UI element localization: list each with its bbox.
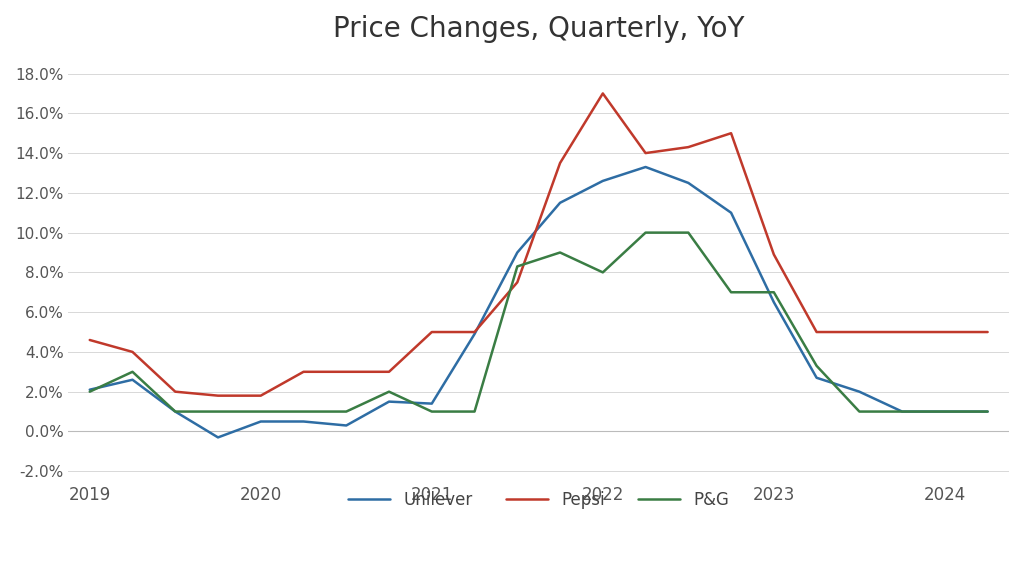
Unilever [255, 418, 267, 425]
Unilever [468, 331, 480, 338]
Pepsi [255, 392, 267, 399]
Unilever [212, 434, 224, 441]
Pepsi [981, 328, 993, 335]
Pepsi [725, 129, 737, 136]
Pepsi [84, 336, 96, 343]
P&G [939, 408, 951, 415]
Pepsi [554, 160, 566, 166]
Unilever [939, 408, 951, 415]
P&G [426, 408, 438, 415]
Pepsi [682, 144, 694, 151]
Pepsi [383, 368, 395, 375]
Unilever [853, 388, 865, 395]
Pepsi [939, 328, 951, 335]
Legend: Unilever, Pepsi, P&G: Unilever, Pepsi, P&G [342, 484, 735, 516]
Pepsi [426, 328, 438, 335]
Unilever [981, 408, 993, 415]
Pepsi [297, 368, 309, 375]
Pepsi [340, 368, 352, 375]
Line: Unilever: Unilever [90, 167, 987, 438]
P&G [554, 249, 566, 256]
P&G [169, 408, 181, 415]
Pepsi [169, 388, 181, 395]
Line: Pepsi: Pepsi [90, 94, 987, 396]
Unilever [597, 177, 609, 184]
Unilever [682, 179, 694, 186]
Unilever [725, 209, 737, 216]
Pepsi [212, 392, 224, 399]
P&G [853, 408, 865, 415]
Pepsi [853, 328, 865, 335]
Unilever [297, 418, 309, 425]
Unilever [768, 299, 780, 306]
P&G [340, 408, 352, 415]
P&G [212, 408, 224, 415]
Pepsi [597, 90, 609, 97]
Unilever [639, 164, 651, 171]
Unilever [126, 376, 138, 383]
Unilever [340, 422, 352, 429]
P&G [383, 388, 395, 395]
P&G [84, 388, 96, 395]
Pepsi [768, 251, 780, 258]
P&G [511, 263, 523, 270]
Line: P&G: P&G [90, 232, 987, 412]
Unilever [383, 398, 395, 405]
Pepsi [639, 150, 651, 157]
Unilever [896, 408, 908, 415]
Unilever [84, 386, 96, 393]
P&G [768, 289, 780, 296]
Unilever [426, 400, 438, 407]
Unilever [511, 249, 523, 256]
P&G [639, 229, 651, 236]
Pepsi [126, 349, 138, 355]
Unilever [169, 408, 181, 415]
P&G [725, 289, 737, 296]
P&G [981, 408, 993, 415]
Pepsi [896, 328, 908, 335]
P&G [297, 408, 309, 415]
P&G [896, 408, 908, 415]
P&G [468, 408, 480, 415]
P&G [597, 269, 609, 276]
P&G [682, 229, 694, 236]
P&G [810, 362, 822, 369]
P&G [255, 408, 267, 415]
Unilever [810, 375, 822, 381]
Unilever [554, 199, 566, 206]
Pepsi [468, 328, 480, 335]
P&G [126, 368, 138, 375]
Pepsi [810, 328, 822, 335]
Pepsi [511, 279, 523, 286]
Title: Price Changes, Quarterly, YoY: Price Changes, Quarterly, YoY [333, 15, 744, 43]
